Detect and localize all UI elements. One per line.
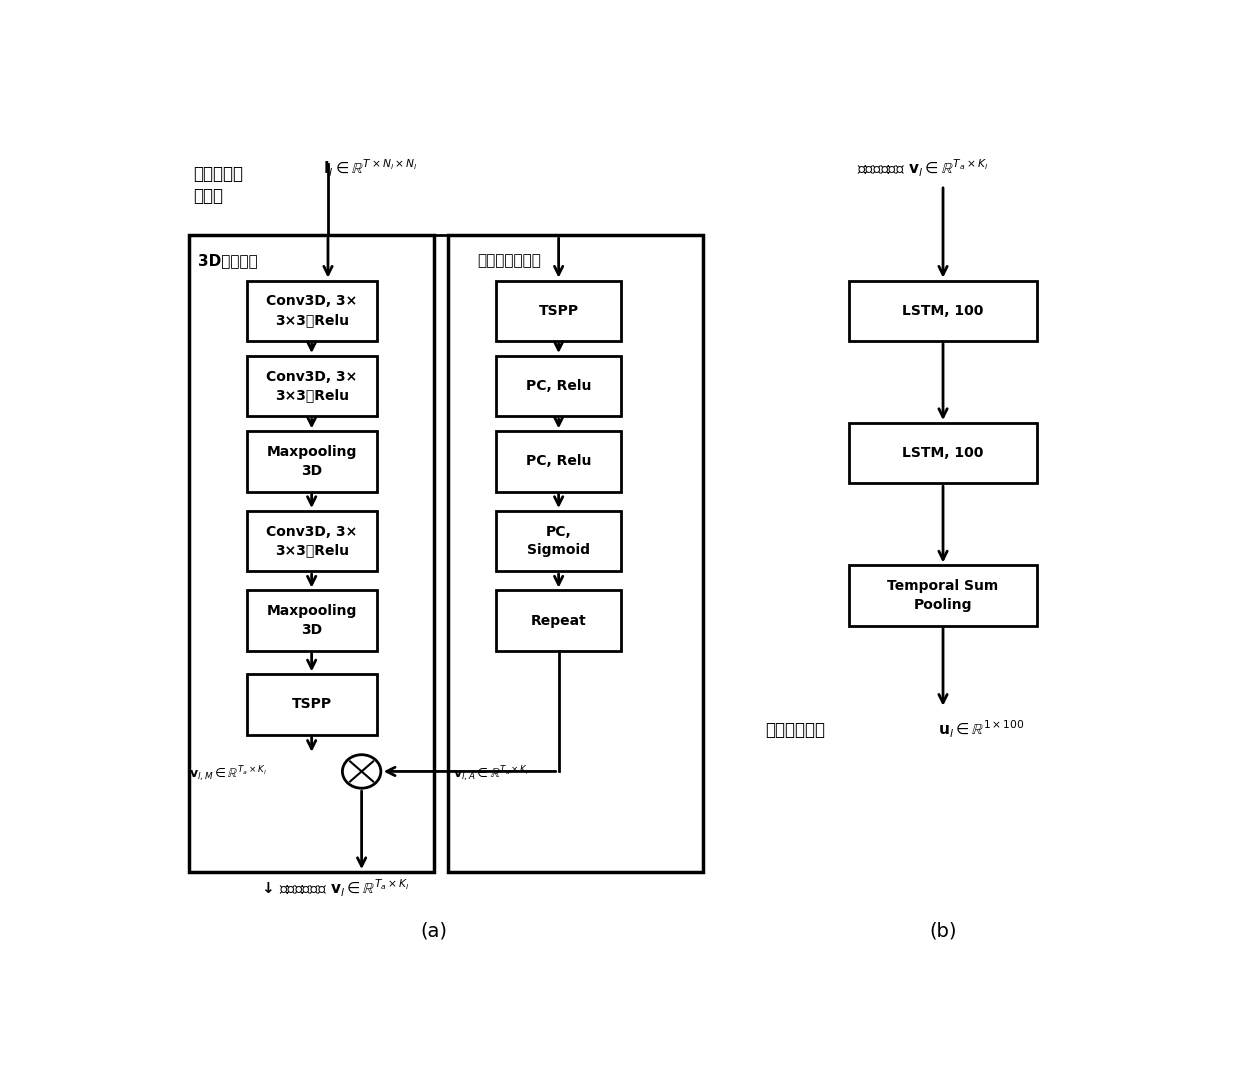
Text: (b): (b) bbox=[929, 922, 957, 940]
Text: Repeat: Repeat bbox=[531, 614, 587, 628]
Text: Maxpooling
3D: Maxpooling 3D bbox=[267, 605, 357, 636]
FancyBboxPatch shape bbox=[496, 431, 621, 492]
FancyBboxPatch shape bbox=[448, 235, 703, 871]
Text: PC, Relu: PC, Relu bbox=[526, 455, 591, 469]
FancyBboxPatch shape bbox=[849, 566, 1037, 626]
Circle shape bbox=[342, 755, 381, 788]
FancyBboxPatch shape bbox=[247, 675, 377, 734]
FancyBboxPatch shape bbox=[496, 356, 621, 417]
Text: LSTM, 100: LSTM, 100 bbox=[903, 304, 983, 318]
Text: 时空卷积特征 $\mathbf{v}_l \in \mathbb{R}^{T_a \times K_l}$: 时空卷积特征 $\mathbf{v}_l \in \mathbb{R}^{T_a… bbox=[857, 158, 987, 178]
Text: 3D卷积网络: 3D卷积网络 bbox=[198, 252, 258, 268]
Text: Conv3D, 3×
3×3，Relu: Conv3D, 3× 3×3，Relu bbox=[267, 370, 357, 403]
FancyBboxPatch shape bbox=[849, 281, 1037, 341]
Text: 骨架自相似
性图像: 骨架自相似 性图像 bbox=[193, 165, 243, 206]
Text: $\mathbf{u}_l \in \mathbb{R}^{1 \times 100}$: $\mathbf{u}_l \in \mathbb{R}^{1 \times 1… bbox=[939, 719, 1024, 740]
Text: LSTM, 100: LSTM, 100 bbox=[903, 446, 983, 460]
Text: (a): (a) bbox=[420, 922, 448, 940]
Text: Temporal Sum
Pooling: Temporal Sum Pooling bbox=[888, 579, 998, 611]
Text: 时间注意力网络: 时间注意力网络 bbox=[477, 252, 541, 268]
Text: $\mathbf{v}_{l,A} \in \mathbb{R}^{T_a \times K_l}$: $\mathbf{v}_{l,A} \in \mathbb{R}^{T_a \t… bbox=[453, 764, 529, 784]
Text: Maxpooling
3D: Maxpooling 3D bbox=[267, 445, 357, 478]
Text: PC,
Sigmoid: PC, Sigmoid bbox=[527, 524, 590, 557]
Text: Conv3D, 3×
3×3，Relu: Conv3D, 3× 3×3，Relu bbox=[267, 524, 357, 557]
FancyBboxPatch shape bbox=[849, 423, 1037, 483]
FancyBboxPatch shape bbox=[496, 591, 621, 651]
Text: TSPP: TSPP bbox=[291, 697, 332, 712]
Text: ↓ 时空卷积特征 $\mathbf{v}_l \in \mathbb{R}^{T_a \times K_l}$: ↓ 时空卷积特征 $\mathbf{v}_l \in \mathbb{R}^{T… bbox=[260, 878, 409, 900]
FancyBboxPatch shape bbox=[496, 511, 621, 571]
Text: 最终动作表示: 最终动作表示 bbox=[765, 720, 826, 739]
FancyBboxPatch shape bbox=[247, 511, 377, 571]
FancyBboxPatch shape bbox=[247, 356, 377, 417]
FancyBboxPatch shape bbox=[188, 235, 434, 871]
Text: PC, Relu: PC, Relu bbox=[526, 379, 591, 393]
FancyBboxPatch shape bbox=[247, 431, 377, 492]
Text: $\mathbf{v}_{l,M} \in \mathbb{R}^{T_a \times K_l}$: $\mathbf{v}_{l,M} \in \mathbb{R}^{T_a \t… bbox=[188, 764, 267, 784]
FancyBboxPatch shape bbox=[496, 281, 621, 341]
Text: Conv3D, 3×
3×3，Relu: Conv3D, 3× 3×3，Relu bbox=[267, 295, 357, 326]
Text: $\mathbf{I}_l \in \mathbb{R}^{T \times N_l \times N_l}$: $\mathbf{I}_l \in \mathbb{R}^{T \times N… bbox=[324, 158, 418, 178]
Text: TSPP: TSPP bbox=[538, 304, 579, 318]
FancyBboxPatch shape bbox=[247, 591, 377, 651]
FancyBboxPatch shape bbox=[247, 281, 377, 341]
